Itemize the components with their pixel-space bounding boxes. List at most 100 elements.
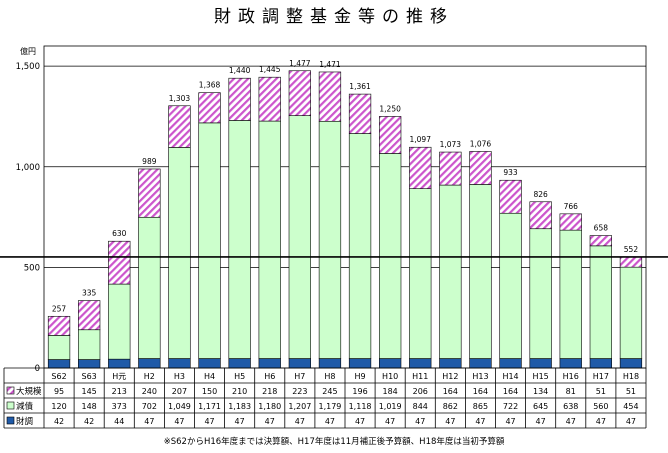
x-tick-label: H4: [204, 372, 215, 381]
x-tick-label: H5: [234, 372, 245, 381]
y-tick-label: 0: [35, 364, 40, 374]
table-cell: 213: [112, 387, 127, 396]
bar-gensai-18: [589, 245, 612, 359]
x-tick-label: H18: [623, 372, 639, 381]
x-tick-label: H8: [324, 372, 335, 381]
table-cell: 844: [413, 402, 428, 411]
y-axis-unit-label: 億円: [20, 46, 36, 56]
bar-zaichou-11: [379, 358, 402, 369]
total-label: 1,471: [319, 60, 341, 69]
gridlines: [43, 45, 647, 369]
bar-daikibo-8: [288, 70, 311, 116]
table-cell: 81: [566, 387, 576, 396]
table-cell: 145: [82, 387, 97, 396]
table-cell: 1,183: [228, 402, 251, 411]
table-cell: 1,171: [198, 402, 221, 411]
table-cell: 47: [445, 417, 455, 426]
legend-swatch: [6, 386, 15, 395]
table-cell: 1,118: [349, 402, 372, 411]
total-label: 335: [82, 289, 97, 298]
legend-swatch: [6, 401, 15, 410]
table-cell: 47: [536, 417, 546, 426]
bar-gensai-1: [78, 329, 101, 360]
total-labels: 257 335 630 989 1,303 1,368 1,440 1,445 1,477 1,4…: [52, 59, 638, 314]
bar-zaichou-19: [619, 358, 643, 369]
bar-daikibo-7: [258, 76, 281, 122]
bar-gensai-3: [138, 216, 161, 359]
table-cell: 862: [443, 402, 458, 411]
total-label: 826: [533, 190, 548, 199]
bar-gensai-11: [379, 153, 402, 359]
legend-label: 減債: [16, 401, 34, 412]
total-label: 1,076: [470, 139, 492, 148]
table-cell: 164: [473, 387, 488, 396]
bar-gensai-6: [228, 120, 251, 359]
bar-daikibo-1: [78, 300, 101, 331]
table-cell: 150: [202, 387, 217, 396]
table-cell: 47: [174, 417, 184, 426]
legend-label: 大規模: [16, 386, 42, 397]
y-tick-labels: 0 500 1,000 1,500: [16, 62, 40, 374]
total-label: 1,445: [259, 65, 281, 74]
total-label: 766: [564, 202, 579, 211]
x-tick-label: H14: [502, 372, 518, 381]
table-cell: 638: [563, 402, 578, 411]
table-cell: 42: [54, 417, 64, 426]
footnote: ※S62からH16年度までは決算額、H17年度は11月補正後予算額、H18年度は…: [164, 436, 505, 447]
bar-zaichou-18: [589, 358, 612, 369]
y-tick-label: 1,500: [16, 62, 40, 72]
bar-gensai-17: [559, 229, 582, 359]
bar-daikibo-14: [469, 151, 492, 185]
bar-daikibo-2: [108, 240, 131, 285]
bar-daikibo-5: [198, 92, 221, 124]
bar-gensai-9: [318, 120, 342, 359]
bar-daikibo-15: [499, 179, 522, 214]
bar-gensai-13: [439, 184, 462, 359]
table-cell: 240: [142, 387, 157, 396]
bar-zaichou-4: [168, 358, 191, 369]
bar-daikibo-9: [318, 71, 342, 122]
table-cell: 196: [352, 387, 367, 396]
table-cell: 1,049: [168, 402, 191, 411]
bar-series: [47, 70, 643, 369]
data-table: S62 S63 H元 H2 H3 H4 H5 H6 H7 H8 H9 H10 H11 H12 H13 H14 H…: [3, 367, 647, 429]
bar-gensai-10: [348, 133, 372, 359]
table-cell: 206: [413, 387, 428, 396]
table-cell: 47: [415, 417, 425, 426]
bar-zaichou-0: [47, 359, 71, 369]
bar-daikibo-10: [348, 93, 372, 134]
bar-zaichou-3: [138, 358, 161, 369]
bar-daikibo-11: [379, 116, 402, 154]
table-cell: 148: [82, 402, 97, 411]
table-cell: 223: [292, 387, 307, 396]
x-tick-label: S62: [51, 372, 66, 381]
table-cell: 42: [84, 417, 94, 426]
bar-daikibo-3: [138, 168, 161, 218]
bar-daikibo-4: [168, 105, 191, 148]
total-label: 1,440: [229, 66, 251, 75]
bar-zaichou-5: [198, 358, 221, 369]
x-tick-label: H元: [112, 372, 126, 381]
bar-zaichou-7: [258, 358, 281, 369]
table-cell: 47: [566, 417, 576, 426]
x-tick-label: H13: [472, 372, 488, 381]
plot-frame: [43, 45, 647, 369]
bar-daikibo-6: [228, 77, 251, 121]
bar-gensai-15: [499, 212, 522, 359]
bar-zaichou-8: [288, 358, 311, 369]
table-cell: 722: [503, 402, 518, 411]
bar-daikibo-13: [439, 151, 462, 186]
bar-zaichou-13: [439, 358, 462, 369]
total-label: 630: [112, 229, 127, 238]
total-label: 1,097: [410, 135, 432, 144]
table-cell: 373: [112, 402, 127, 411]
bar-zaichou-15: [499, 358, 522, 369]
bar-daikibo-17: [559, 213, 582, 231]
x-tick-label: H9: [354, 372, 365, 381]
table-cell: 47: [295, 417, 305, 426]
table-cell: 51: [596, 387, 606, 396]
bar-gensai-7: [258, 120, 281, 359]
bar-gensai-4: [168, 147, 191, 359]
bar-gensai-14: [469, 184, 492, 359]
